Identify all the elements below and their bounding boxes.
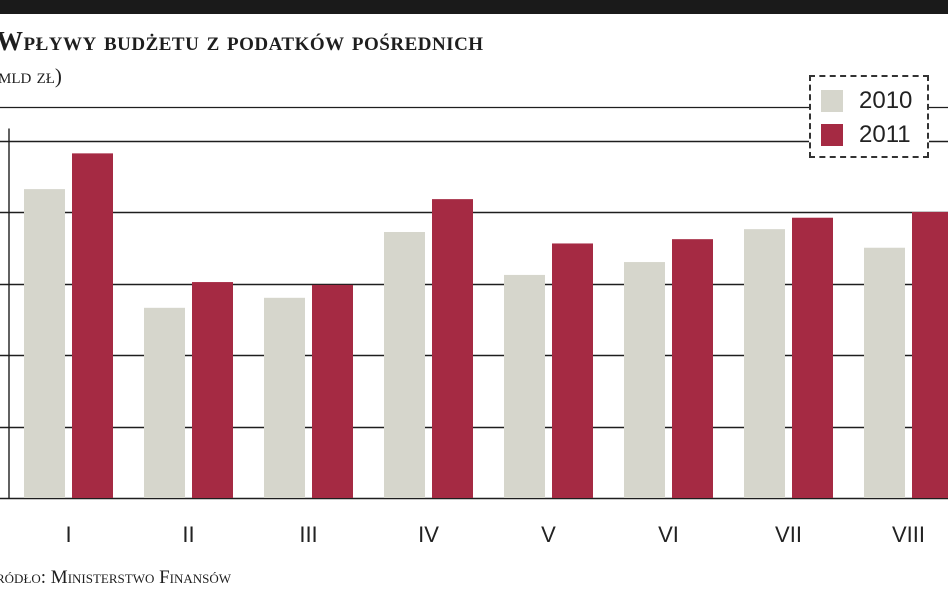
legend-label-2010: 2010 bbox=[859, 87, 913, 114]
x-tick-label-III: III bbox=[299, 522, 317, 547]
legend-label-2011: 2011 bbox=[859, 121, 911, 148]
chart-subtitle: mld zł) bbox=[0, 64, 62, 88]
chart-title: Wpływy budżetu z podatków pośrednich bbox=[0, 26, 484, 56]
bar-2011-I bbox=[72, 153, 113, 498]
legend-swatch-2010 bbox=[821, 90, 843, 112]
bar-2011-V bbox=[552, 243, 593, 498]
source-note: ródło: Ministerstwo Finansów bbox=[0, 567, 232, 588]
top-bar bbox=[0, 0, 948, 14]
x-tick-label-II: II bbox=[182, 522, 194, 547]
bar-2010-IV bbox=[384, 232, 425, 498]
legend: 2010 2011 bbox=[809, 75, 929, 158]
bar-2010-V bbox=[504, 274, 545, 498]
bar-2010-VIII bbox=[864, 247, 905, 498]
bar-2010-II bbox=[144, 307, 185, 498]
bar-2011-VI bbox=[672, 239, 713, 499]
x-tick-label-V: V bbox=[541, 522, 556, 547]
bar-2010-I bbox=[24, 189, 65, 498]
legend-item-2011: 2011 bbox=[821, 121, 911, 148]
x-tick-label-IV: IV bbox=[418, 522, 439, 547]
bar-2010-VI bbox=[624, 262, 665, 498]
legend-swatch-2011 bbox=[821, 124, 843, 146]
bar-2010-VII bbox=[744, 229, 785, 498]
bar-2011-VIII bbox=[912, 212, 948, 498]
bars bbox=[24, 153, 948, 499]
x-tick-label-I: I bbox=[65, 522, 71, 547]
legend-item-2010: 2010 bbox=[821, 87, 913, 114]
bar-2011-II bbox=[192, 282, 233, 498]
x-tick-label-VII: VII bbox=[775, 522, 802, 547]
bar-2011-IV bbox=[432, 199, 473, 498]
x-tick-label-VI: VI bbox=[658, 522, 679, 547]
x-tick-label-VIII: VIII bbox=[892, 522, 925, 547]
bar-2010-III bbox=[264, 297, 305, 498]
bar-2011-III bbox=[312, 284, 353, 498]
bar-2011-VII bbox=[792, 217, 833, 498]
x-tick-labels: I II III IV V VI VII VIII bbox=[65, 522, 925, 547]
